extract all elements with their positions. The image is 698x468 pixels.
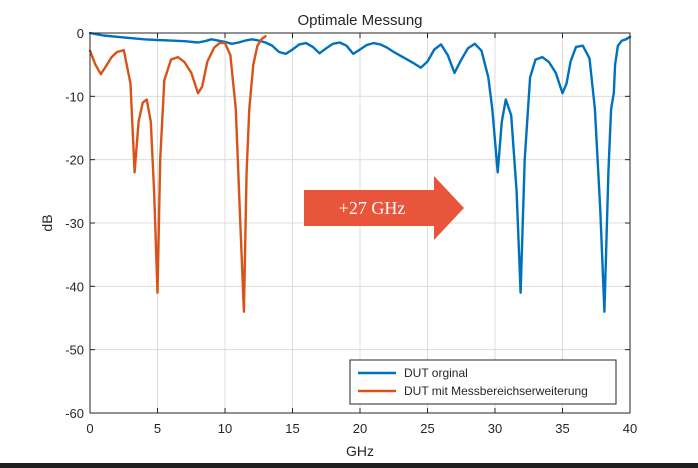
axis-ticks: 0 5 10 15 20 25 30 35 40 0 -10 -20 -30 -40 -50 -60 — [65, 26, 637, 436]
x-axis-label: GHz — [346, 443, 374, 459]
y-tick-label: -30 — [65, 216, 84, 231]
bottom-bar — [0, 463, 698, 468]
y-tick-label: -50 — [65, 343, 84, 358]
y-tick-label: -20 — [65, 153, 84, 168]
x-tick-label: 30 — [488, 421, 502, 436]
x-tick-label: 25 — [420, 421, 434, 436]
x-tick-label: 0 — [86, 421, 93, 436]
arrow-label: +27 GHz — [339, 198, 406, 218]
y-tick-label: -10 — [65, 89, 84, 104]
x-tick-label: 20 — [353, 421, 367, 436]
legend-label-1: DUT orginal — [404, 366, 468, 380]
y-tick-label: 0 — [77, 26, 84, 41]
x-tick-label: 40 — [623, 421, 637, 436]
y-tick-label: -60 — [65, 406, 84, 421]
legend-box — [349, 359, 617, 405]
x-tick-label: 15 — [285, 421, 299, 436]
x-tick-label: 10 — [218, 421, 232, 436]
arrow-icon — [304, 176, 464, 240]
y-axis-label: dB — [39, 214, 55, 231]
series-line-2 — [88, 35, 267, 313]
series-layer — [88, 31, 632, 313]
y-tick-label: -40 — [65, 279, 84, 294]
frequency-shift-arrow: +27 GHz — [304, 176, 464, 240]
x-tick-label: 5 — [154, 421, 161, 436]
legend-label-2: DUT mit Messbereichserweiterung — [404, 384, 588, 398]
legend: DUT orginal DUT mit Messbereichserweiteru… — [349, 359, 617, 405]
chart-title: Optimale Messung — [297, 12, 422, 29]
x-tick-label: 35 — [555, 421, 569, 436]
series-line-1 — [88, 31, 632, 313]
